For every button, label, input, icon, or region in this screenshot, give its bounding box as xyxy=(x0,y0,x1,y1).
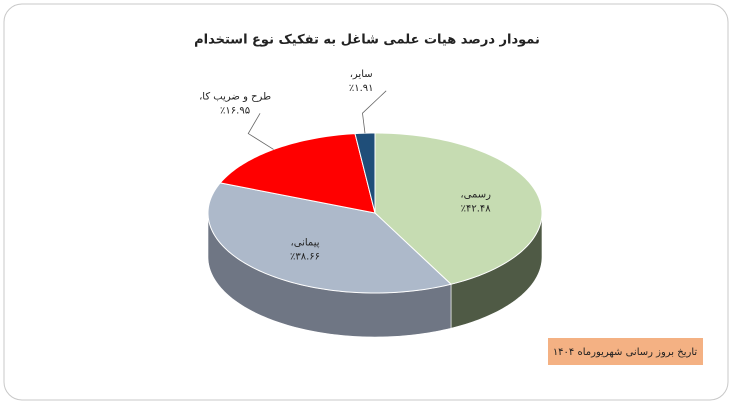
note: تاریخ بروز رسانی شهریورماه ۱۴۰۴ xyxy=(553,347,698,358)
slice-label: رسمی، xyxy=(460,189,491,200)
value-label: ٪۴۲.۴۸ xyxy=(461,203,492,214)
leader-line xyxy=(247,113,274,150)
value-label: ٪۳۸.۶۶ xyxy=(290,252,320,263)
slice xyxy=(354,132,376,214)
slice xyxy=(374,132,543,285)
slice-label: پیمانی، xyxy=(291,238,320,249)
value-label: ٪۱.۹۱ xyxy=(349,83,374,94)
chart-title: نمودار درصد هیات علمی شاغل به تفکیک نوع … xyxy=(194,33,540,48)
slice xyxy=(219,133,376,214)
slice-label: سایر، xyxy=(350,69,373,80)
value-label: ٪۱۶.۹۵ xyxy=(220,105,250,116)
leader-line xyxy=(362,90,387,134)
slice xyxy=(207,182,453,294)
slice-label: طرح و ضریب کا، xyxy=(199,91,271,102)
note-box xyxy=(548,338,703,365)
